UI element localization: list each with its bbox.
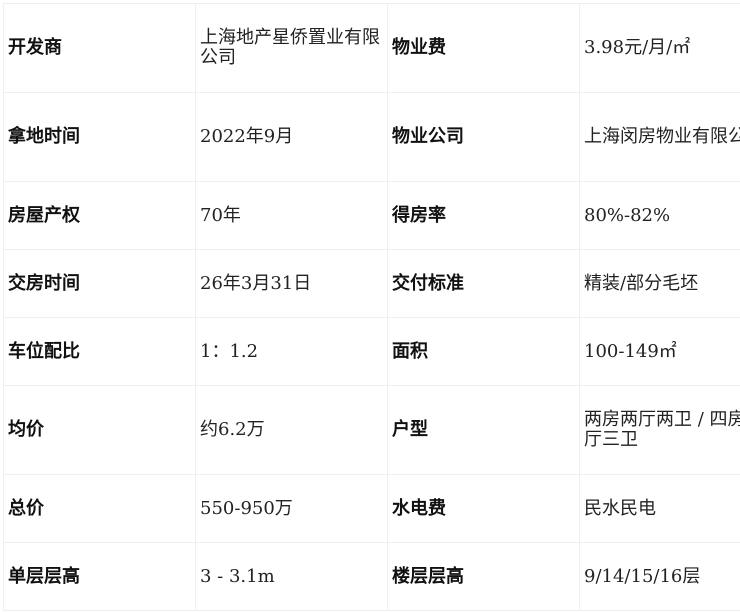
- field-label: 开发商: [3, 3, 196, 93]
- field-value: 3.98元/月/㎡: [579, 3, 740, 93]
- field-label: 户型: [387, 385, 580, 475]
- field-label: 拿地时间: [3, 92, 196, 182]
- field-value: 上海地产星侨置业有限公司: [195, 3, 388, 93]
- field-value: 两房两厅两卫 / 四房两厅三卫: [579, 385, 740, 475]
- field-label: 水电费: [387, 474, 580, 543]
- table-row: 开发商 上海地产星侨置业有限公司 物业费 3.98元/月/㎡: [3, 3, 740, 93]
- field-label: 面积: [387, 317, 580, 386]
- field-value: 民水民电: [579, 474, 740, 543]
- property-info-table: 开发商 上海地产星侨置业有限公司 物业费 3.98元/月/㎡ 拿地时间 2022年9月 物业…: [3, 3, 740, 611]
- table-row: 拿地时间2022年9月物业公司上海闵房物业有限公司: [3, 92, 740, 182]
- table-row: 车位配比 1：1.2 面积 100-149㎡: [3, 317, 740, 386]
- field-value: 精装/部分毛坯: [579, 249, 740, 318]
- field-label: 单层层高: [3, 542, 196, 611]
- field-value: 2022年9月: [195, 92, 388, 182]
- field-value: 9/14/15/16层: [579, 542, 740, 611]
- table-row: 交房时间 26年3月31日 交付标准 精装/部分毛坯: [3, 249, 740, 318]
- field-label: 车位配比: [3, 317, 196, 386]
- field-value: 100-149㎡: [579, 317, 740, 386]
- field-label: 得房率: [387, 181, 580, 250]
- field-label: 楼层层高: [387, 542, 580, 611]
- field-value: 550-950万: [195, 474, 388, 543]
- table-row: 总价 550-950万 水电费 民水民电: [3, 474, 740, 543]
- field-label: 房屋产权: [3, 181, 196, 250]
- field-value: 70年: [195, 181, 388, 250]
- field-label: 交付标准: [387, 249, 580, 318]
- table-row: 房屋产权 70年 得房率 80%-82%: [3, 181, 740, 250]
- table-row: 单层层高 3 - 3.1m 楼层层高 9/14/15/16层: [3, 542, 740, 611]
- field-label: 总价: [3, 474, 196, 543]
- field-value: 26年3月31日: [195, 249, 388, 318]
- field-label: 物业费: [387, 3, 580, 93]
- field-value: 约6.2万: [195, 385, 388, 475]
- field-label: 交房时间: [3, 249, 196, 318]
- field-value: 80%-82%: [579, 181, 740, 250]
- field-label: 物业公司: [387, 92, 580, 182]
- field-value: 上海闵房物业有限公司: [579, 92, 740, 182]
- field-value: 1：1.2: [195, 317, 388, 386]
- field-value: 3 - 3.1m: [195, 542, 388, 611]
- field-label: 均价: [3, 385, 196, 475]
